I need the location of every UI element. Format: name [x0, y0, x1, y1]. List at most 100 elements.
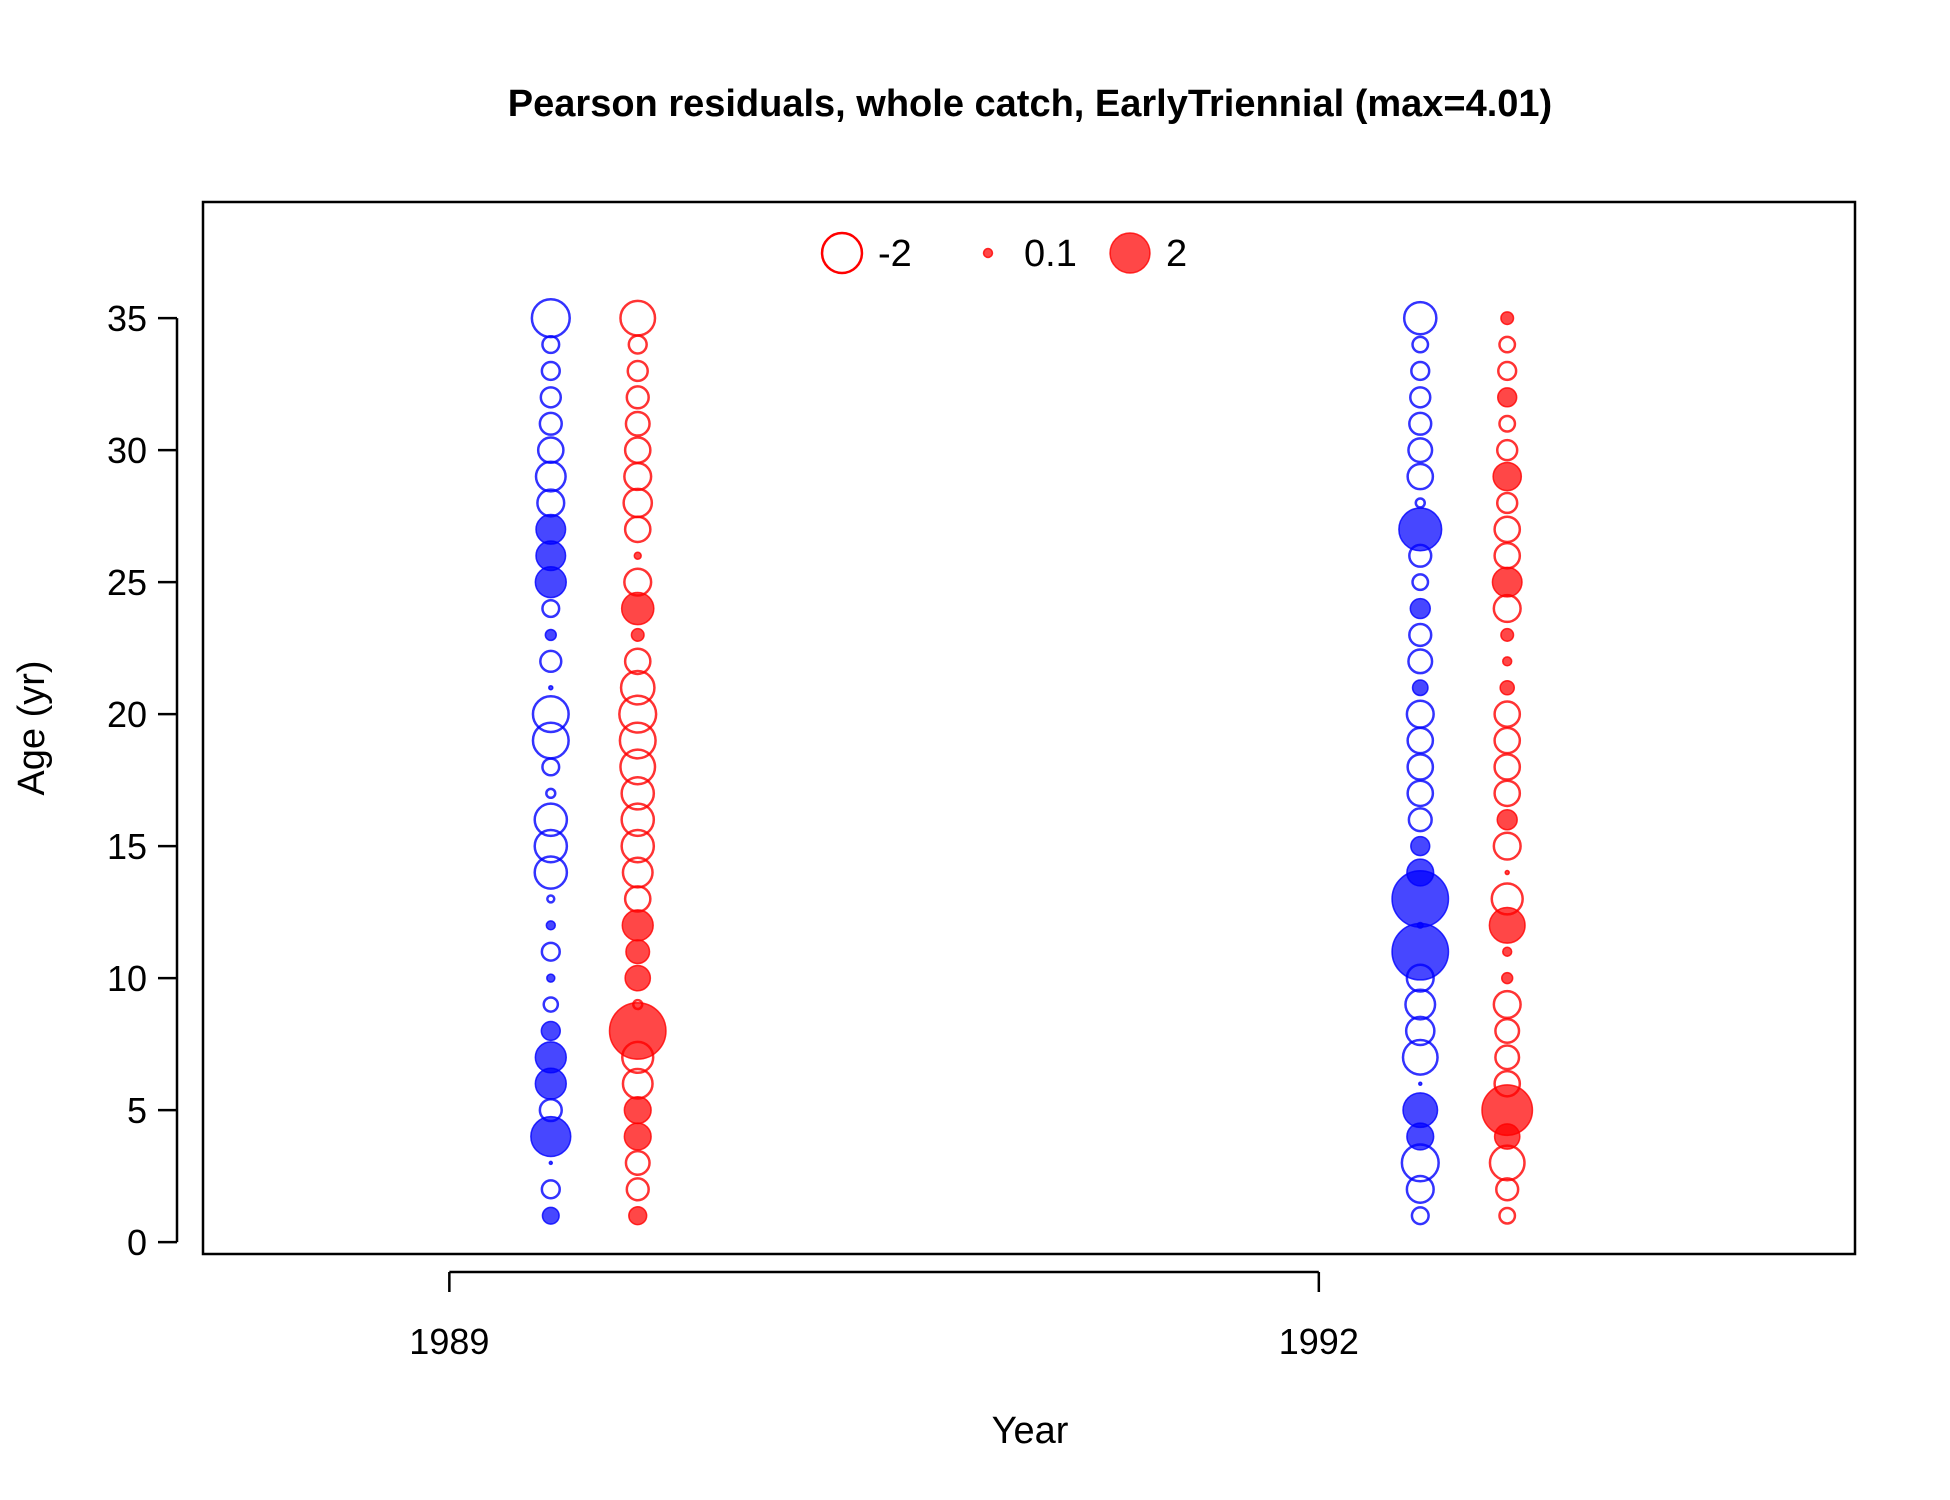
residual-point	[620, 802, 656, 838]
residual-point	[1498, 335, 1517, 354]
residual-point	[623, 1095, 652, 1125]
residual-point	[620, 776, 656, 811]
legend-label: 2	[1166, 233, 1187, 275]
residual-point	[1411, 679, 1429, 697]
y-tick-label: 5	[127, 1090, 147, 1131]
y-tick-label: 35	[107, 298, 147, 339]
residual-point	[621, 909, 654, 942]
residual-point	[546, 973, 556, 983]
residual-point	[1414, 497, 1426, 509]
residual-point	[536, 436, 565, 465]
residual-point	[1492, 831, 1522, 861]
residual-point	[1490, 882, 1524, 916]
residual-point	[534, 565, 567, 599]
residual-point	[1498, 414, 1517, 433]
residual-point	[1498, 1206, 1517, 1225]
chart-title: Pearson residuals, whole catch, EarlyTri…	[508, 83, 1552, 125]
residual-point	[540, 1179, 561, 1200]
residual-point	[1494, 1017, 1521, 1044]
x-tick-label: 1989	[409, 1321, 489, 1362]
residual-point	[1494, 1044, 1521, 1071]
residual-point	[622, 487, 654, 519]
residual-point	[1499, 679, 1516, 696]
residual-point	[541, 1206, 560, 1225]
residual-point	[1411, 573, 1430, 592]
residual-point	[1407, 437, 1434, 464]
residual-point	[621, 856, 654, 889]
residual-point	[1407, 807, 1433, 833]
residual-point	[625, 1177, 650, 1202]
residual-point	[1493, 515, 1522, 544]
residual-point	[548, 684, 554, 691]
residual-point	[534, 460, 567, 493]
x-axis-label: Year	[992, 1410, 1069, 1452]
residual-point	[530, 297, 571, 339]
residual-point	[1402, 300, 1438, 336]
residual-point	[608, 1001, 667, 1060]
residual-point	[1481, 1084, 1534, 1137]
residual-point	[1492, 989, 1522, 1020]
residual-point	[1491, 566, 1523, 598]
y-tick-label: 20	[107, 694, 147, 735]
residual-point	[1408, 622, 1433, 648]
residual-point	[535, 513, 567, 545]
residual-point	[531, 721, 570, 760]
residual-point	[623, 461, 653, 492]
residual-point	[1409, 386, 1432, 409]
residual-point	[618, 721, 657, 760]
residual-point	[618, 694, 658, 734]
residual-point	[1493, 541, 1522, 570]
residual-point	[1404, 988, 1437, 1021]
residual-point	[534, 1041, 567, 1074]
y-axis-label: Age (yr)	[11, 660, 53, 795]
residual-point	[628, 1206, 648, 1226]
y-tick-label: 30	[107, 430, 147, 471]
residual-point	[1492, 461, 1523, 492]
residual-point	[1495, 491, 1519, 515]
residual-points	[530, 297, 1534, 1226]
residual-point	[544, 628, 558, 642]
residual-point	[1408, 411, 1433, 436]
residual-point	[1492, 593, 1522, 624]
residual-point	[1407, 648, 1434, 675]
residual-point	[1496, 809, 1518, 831]
residual-point	[540, 941, 561, 962]
residual-point	[530, 1115, 572, 1158]
residual-point	[623, 567, 653, 597]
residual-point	[1398, 507, 1443, 552]
residual-point	[1401, 1038, 1439, 1076]
residual-point	[1493, 779, 1522, 808]
residual-point	[545, 787, 557, 800]
residual-point	[1405, 699, 1435, 729]
residual-point	[531, 695, 570, 734]
residual-point	[627, 334, 648, 355]
residual-point	[1488, 906, 1526, 944]
residual-point	[1411, 335, 1430, 354]
residual-point	[1495, 1177, 1520, 1202]
residual-point	[1497, 360, 1518, 382]
legend-label: 0.1	[1024, 233, 1077, 275]
residual-point	[1418, 1081, 1423, 1086]
plot-frame	[201, 200, 1857, 1256]
legend: -2 0.1 2	[820, 231, 1187, 275]
residual-point	[1406, 858, 1435, 887]
residual-point	[624, 964, 652, 992]
residual-point	[1406, 753, 1435, 781]
residual-point	[540, 360, 561, 382]
residual-point	[1493, 726, 1522, 755]
residual-point	[620, 828, 656, 864]
residual-point	[1495, 438, 1519, 462]
residual-point	[619, 748, 657, 786]
residual-point	[541, 757, 561, 777]
residual-point	[541, 598, 561, 619]
x-tick-label: 1992	[1279, 1321, 1359, 1362]
residual-point	[619, 669, 656, 706]
residual-point	[619, 299, 657, 337]
legend-marker	[982, 247, 994, 259]
residual-point	[1406, 726, 1435, 755]
residual-point	[1488, 1144, 1526, 1182]
residual-point	[536, 488, 566, 518]
residual-point	[1409, 597, 1431, 620]
residual-point	[1493, 700, 1522, 729]
